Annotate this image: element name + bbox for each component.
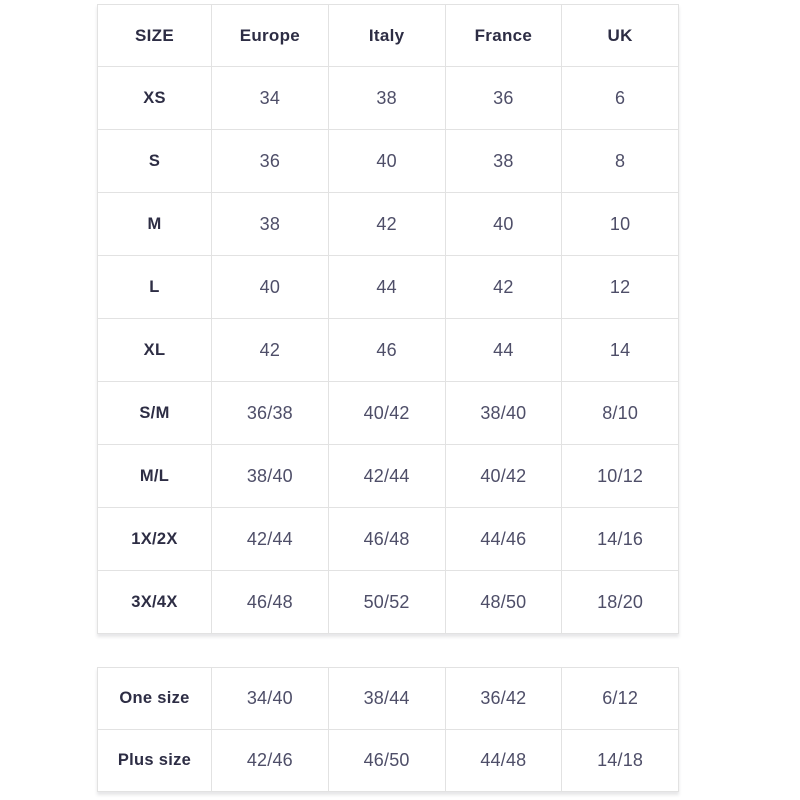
size-label-cell: S	[97, 129, 212, 193]
size-label-cell: Plus size	[97, 729, 212, 792]
size-value-cell: 46/48	[327, 507, 446, 571]
size-value-cell: 42	[327, 192, 446, 256]
special-size-table: One size 34/40 38/44 36/42 6/12 Plus size 42/4…	[97, 667, 679, 792]
size-value-cell: 14/16	[561, 507, 679, 571]
special-size-table-body: One size 34/40 38/44 36/42 6/12 Plus size 42/4…	[97, 667, 679, 792]
header-cell-size: SIZE	[97, 4, 212, 67]
table-row: XS 34 38 36 6	[97, 66, 679, 130]
size-value-cell: 48/50	[444, 570, 563, 634]
size-value-cell: 34/40	[211, 667, 329, 730]
size-value-cell: 42/46	[211, 729, 329, 792]
size-value-cell: 40	[211, 255, 329, 319]
size-value-cell: 44	[327, 255, 446, 319]
table-row: 3X/4X 46/48 50/52 48/50 18/20	[97, 570, 679, 634]
size-value-cell: 46/48	[211, 570, 329, 634]
size-value-cell: 8/10	[561, 381, 679, 445]
size-value-cell: 42/44	[327, 444, 446, 508]
size-value-cell: 10	[561, 192, 679, 256]
size-conversion-table: SIZE Europe Italy France UK XS 34 38 36 6 S 36…	[97, 4, 679, 634]
size-label-cell: M	[97, 192, 212, 256]
header-cell-italy: Italy	[327, 4, 446, 67]
table-row: L 40 44 42 12	[97, 255, 679, 319]
size-label-cell: XS	[97, 66, 212, 130]
size-value-cell: 38	[444, 129, 563, 193]
header-cell-europe: Europe	[211, 4, 329, 67]
size-value-cell: 34	[211, 66, 329, 130]
size-value-cell: 36/42	[444, 667, 563, 730]
size-value-cell: 36	[444, 66, 563, 130]
size-value-cell: 12	[561, 255, 679, 319]
size-table-body: XS 34 38 36 6 S 36 40 38 8 M 38 42 40 10 L 40 44 42 12 XL 42 4…	[97, 66, 679, 634]
header-row: SIZE Europe Italy France UK	[97, 4, 679, 67]
header-cell-france: France	[444, 4, 563, 67]
size-value-cell: 18/20	[561, 570, 679, 634]
table-row: S 36 40 38 8	[97, 129, 679, 193]
size-value-cell: 6/12	[561, 667, 679, 730]
size-value-cell: 36	[211, 129, 329, 193]
size-value-cell: 42	[444, 255, 563, 319]
size-value-cell: 38/44	[327, 667, 446, 730]
table-row: Plus size 42/46 46/50 44/48 14/18	[97, 729, 679, 792]
size-value-cell: 46/50	[327, 729, 446, 792]
size-label-cell: One size	[97, 667, 212, 730]
size-value-cell: 50/52	[327, 570, 446, 634]
size-label-cell: XL	[97, 318, 212, 382]
size-value-cell: 44	[444, 318, 563, 382]
table-row: One size 34/40 38/44 36/42 6/12	[97, 667, 679, 730]
size-value-cell: 38/40	[444, 381, 563, 445]
size-value-cell: 36/38	[211, 381, 329, 445]
size-value-cell: 40	[444, 192, 563, 256]
size-value-cell: 38	[327, 66, 446, 130]
size-value-cell: 38	[211, 192, 329, 256]
size-value-cell: 44/48	[444, 729, 563, 792]
size-value-cell: 14	[561, 318, 679, 382]
table-row: M 38 42 40 10	[97, 192, 679, 256]
size-label-cell: L	[97, 255, 212, 319]
size-value-cell: 46	[327, 318, 446, 382]
size-value-cell: 40	[327, 129, 446, 193]
size-value-cell: 40/42	[444, 444, 563, 508]
size-value-cell: 6	[561, 66, 679, 130]
size-label-cell: S/M	[97, 381, 212, 445]
table-row: M/L 38/40 42/44 40/42 10/12	[97, 444, 679, 508]
table-row: S/M 36/38 40/42 38/40 8/10	[97, 381, 679, 445]
size-value-cell: 42/44	[211, 507, 329, 571]
table-row: 1X/2X 42/44 46/48 44/46 14/16	[97, 507, 679, 571]
table-row: XL 42 46 44 14	[97, 318, 679, 382]
size-value-cell: 44/46	[444, 507, 563, 571]
size-label-cell: 1X/2X	[97, 507, 212, 571]
size-label-cell: 3X/4X	[97, 570, 212, 634]
size-value-cell: 42	[211, 318, 329, 382]
size-value-cell: 14/18	[561, 729, 679, 792]
size-value-cell: 8	[561, 129, 679, 193]
size-value-cell: 10/12	[561, 444, 679, 508]
size-value-cell: 40/42	[327, 381, 446, 445]
header-cell-uk: UK	[561, 4, 679, 67]
size-value-cell: 38/40	[211, 444, 329, 508]
size-label-cell: M/L	[97, 444, 212, 508]
